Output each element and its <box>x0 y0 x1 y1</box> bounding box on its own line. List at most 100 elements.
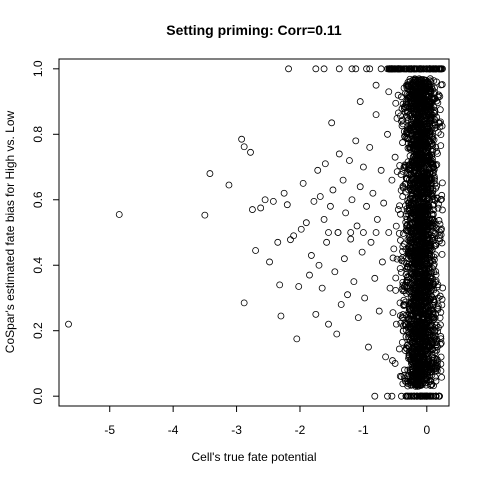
y-tick-label: 0.4 <box>31 257 45 274</box>
data-point <box>405 144 413 151</box>
data-point <box>406 234 414 242</box>
data-point <box>366 65 374 73</box>
data-point <box>434 150 441 157</box>
data-point <box>431 314 439 322</box>
data-point <box>249 206 256 213</box>
data-point <box>369 189 377 197</box>
data-point <box>392 222 400 230</box>
data-point <box>418 143 426 151</box>
data-point <box>408 268 416 276</box>
data-point <box>417 202 424 210</box>
data-point <box>416 121 424 128</box>
data-point <box>423 262 431 270</box>
data-point <box>410 160 418 168</box>
data-point <box>417 300 424 308</box>
data-point <box>365 343 372 351</box>
data-point <box>433 335 440 343</box>
data-point <box>426 253 434 260</box>
data-point <box>407 170 415 177</box>
data-point <box>391 360 399 367</box>
data-point <box>312 65 320 73</box>
data-point <box>372 111 380 119</box>
data-point <box>429 227 437 235</box>
data-point <box>418 104 426 112</box>
data-point <box>404 103 411 110</box>
data-point <box>423 376 431 384</box>
data-point <box>439 284 447 292</box>
data-point <box>269 197 277 205</box>
data-point <box>423 360 431 368</box>
x-axis-label: Cell's true fate potential <box>191 450 316 464</box>
data-point <box>274 238 282 246</box>
data-point <box>395 230 403 237</box>
data-point <box>366 143 374 151</box>
data-point <box>414 279 422 287</box>
data-point <box>411 273 419 281</box>
data-point <box>431 331 439 339</box>
data-point <box>320 65 328 73</box>
data-point <box>428 341 436 349</box>
data-point <box>399 116 407 124</box>
data-point <box>347 229 355 236</box>
data-point <box>392 286 400 294</box>
data-point <box>419 211 427 218</box>
data-point <box>414 362 422 370</box>
data-point <box>415 186 423 194</box>
data-point <box>437 339 445 347</box>
data-point <box>417 65 425 73</box>
data-point <box>409 86 417 94</box>
data-point <box>399 182 407 190</box>
data-point <box>428 268 435 276</box>
data-point <box>437 335 445 343</box>
data-point <box>252 247 259 254</box>
data-point <box>283 201 291 209</box>
data-point <box>414 382 422 390</box>
data-point <box>403 112 410 120</box>
data-point <box>280 189 288 197</box>
data-point <box>397 236 404 244</box>
data-point <box>430 77 438 85</box>
data-point <box>406 392 414 400</box>
data-point <box>287 236 294 244</box>
data-point <box>427 179 435 187</box>
data-point <box>405 315 413 323</box>
data-point <box>421 291 428 299</box>
data-point <box>409 114 416 122</box>
data-point <box>65 320 72 328</box>
data-point <box>430 382 437 390</box>
data-point <box>417 353 425 361</box>
data-point <box>400 128 408 135</box>
data-point <box>307 252 315 259</box>
data-point <box>437 353 445 361</box>
data-point <box>310 197 318 205</box>
data-point <box>410 115 418 123</box>
data-point <box>333 330 341 338</box>
data-point <box>401 162 409 170</box>
data-point <box>389 309 397 317</box>
data-point <box>436 232 443 239</box>
data-point <box>392 320 400 328</box>
y-tick-label: 0.6 <box>31 191 45 208</box>
data-point <box>363 65 370 73</box>
data-point <box>325 229 332 236</box>
data-point <box>404 236 412 244</box>
data-point <box>240 143 248 151</box>
data-point <box>406 325 414 332</box>
data-point <box>422 195 430 202</box>
data-point <box>306 271 313 279</box>
data-point <box>115 211 123 218</box>
chart-title: Setting priming: Corr=0.11 <box>166 22 342 38</box>
y-tick-label: 0.2 <box>31 322 45 339</box>
data-point <box>358 248 366 256</box>
data-point <box>340 255 348 263</box>
data-point <box>425 242 433 250</box>
data-point <box>429 314 436 322</box>
data-point <box>247 148 254 156</box>
data-point <box>329 186 337 194</box>
data-point <box>422 65 430 73</box>
data-point <box>316 193 324 200</box>
data-point <box>417 88 424 96</box>
data-point <box>257 204 265 212</box>
data-point <box>411 76 419 84</box>
data-point <box>405 353 413 361</box>
